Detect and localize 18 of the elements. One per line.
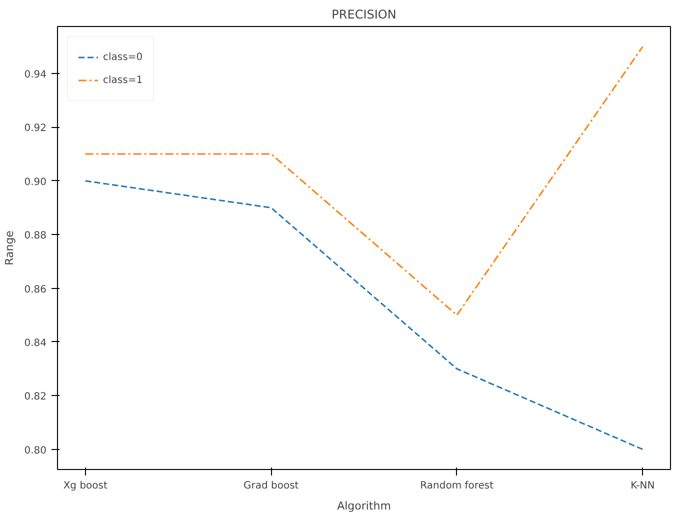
y-tick-label: 0.86 <box>24 284 46 296</box>
y-axis-title: Range <box>3 230 16 266</box>
x-axis-title: Algorithm <box>337 500 391 512</box>
y-tick-label: 0.80 <box>24 445 46 456</box>
y-tick-label: 0.84 <box>24 338 46 349</box>
x-tick-label: Xg boost <box>63 480 108 492</box>
x-tick-label: Random forest <box>420 480 494 492</box>
y-tick-label: 0.88 <box>24 230 46 242</box>
y-tick-label: 0.92 <box>24 123 46 134</box>
legend-label: class=0 <box>103 52 143 62</box>
legend-label: class=1 <box>103 74 143 86</box>
x-tick-label: Grad boost <box>244 480 299 492</box>
y-tick-label: 0.94 <box>24 69 46 80</box>
x-tick-label: K-NN <box>630 480 655 492</box>
y-tick-label: 0.90 <box>24 176 46 188</box>
line-series <box>84 180 644 450</box>
chart-title: PRECISION <box>332 8 396 22</box>
y-tick-label: 0.82 <box>24 392 46 403</box>
